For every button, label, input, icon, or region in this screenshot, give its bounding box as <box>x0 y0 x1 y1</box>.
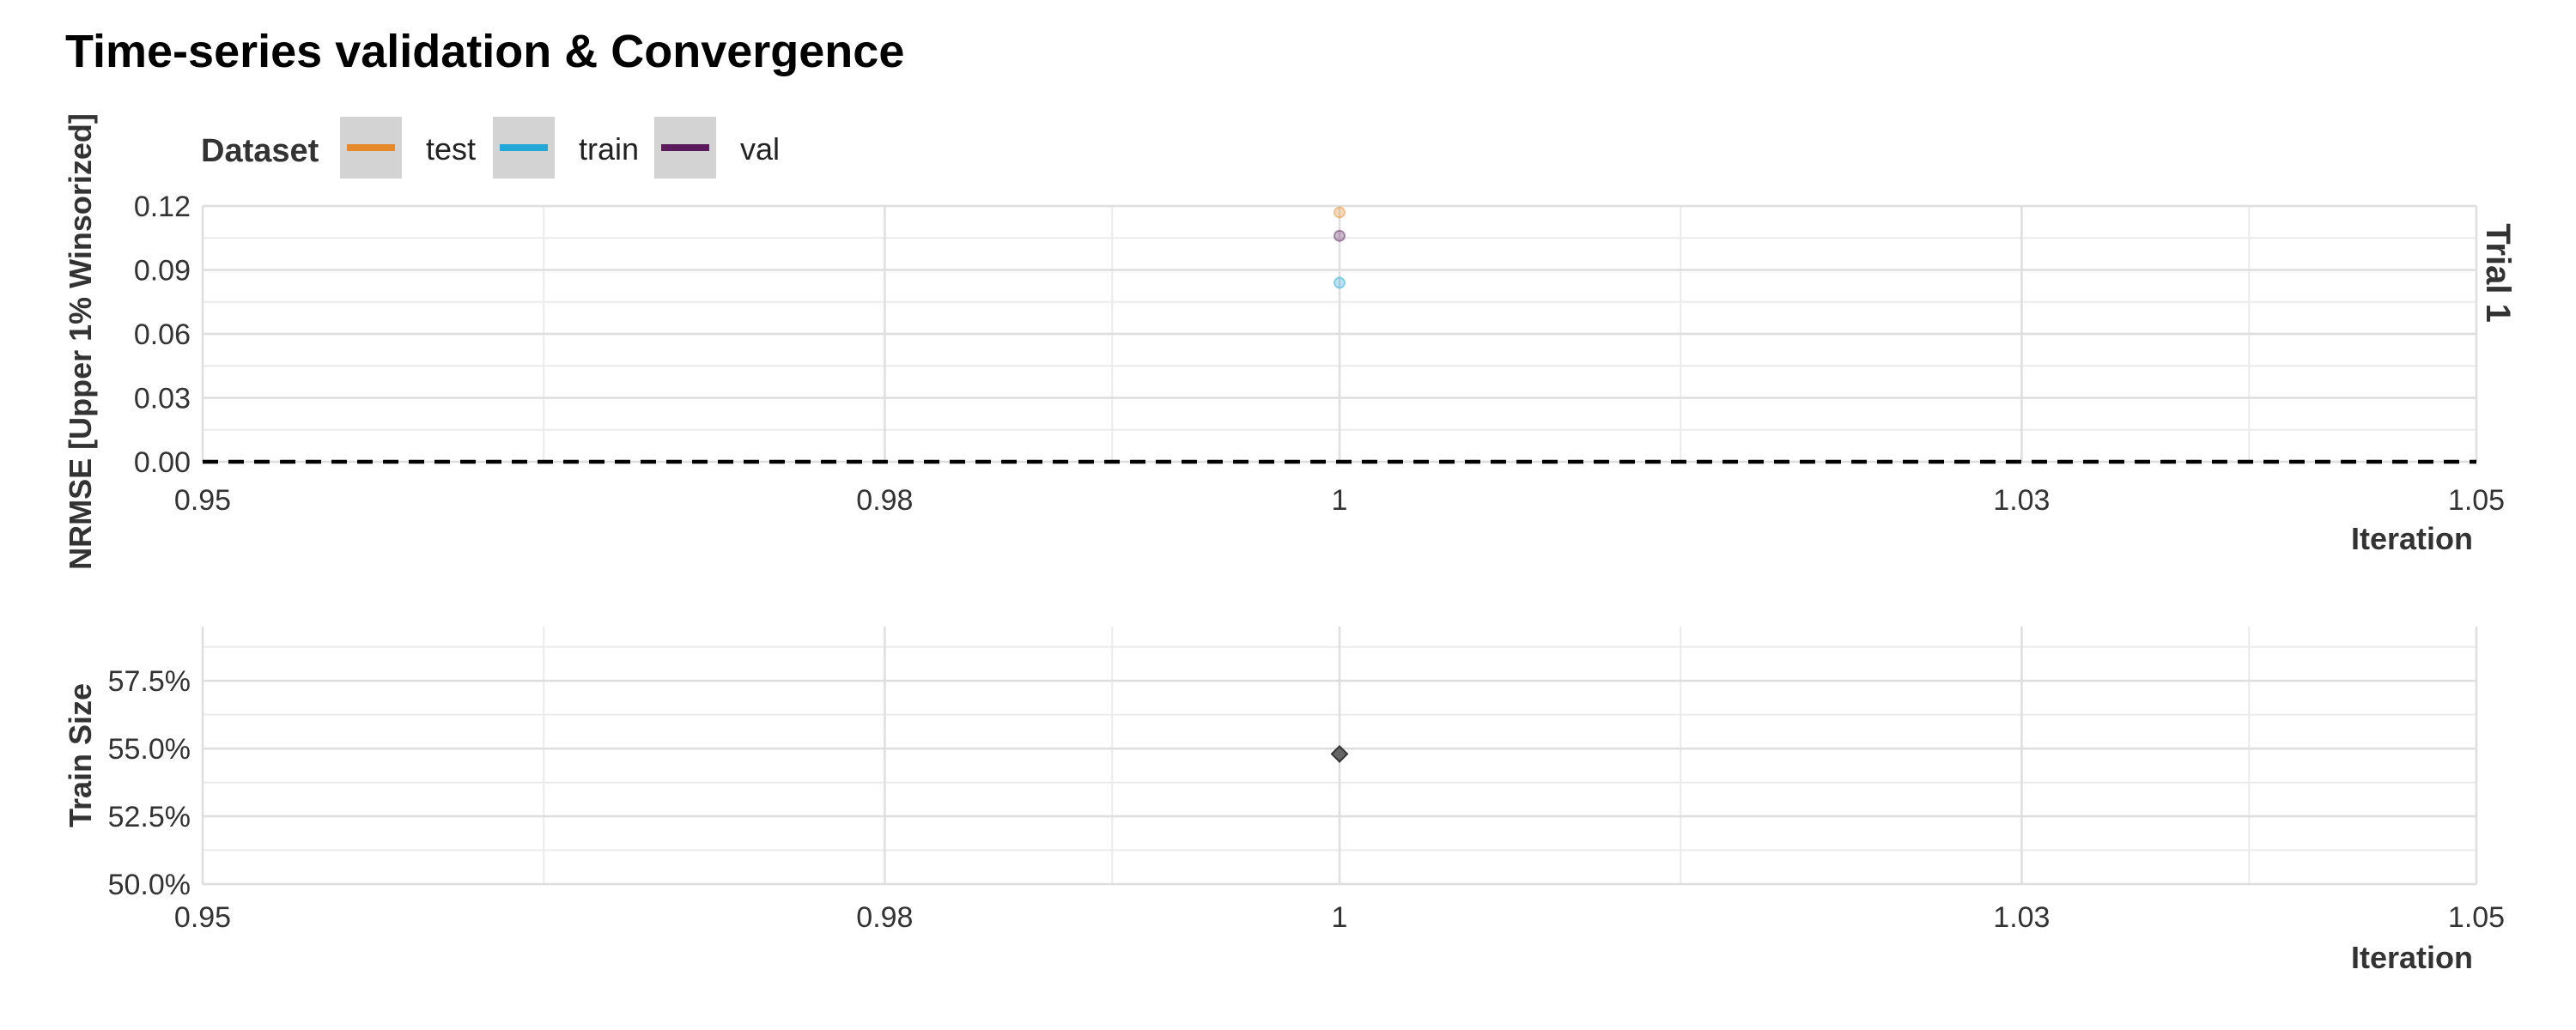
x-tick-label: 0.95 <box>174 484 231 517</box>
x-tick-label: 1.03 <box>1993 901 2050 934</box>
y-tick-label: 0.06 <box>134 318 191 351</box>
page-title: Time-series validation & Convergence <box>65 26 904 77</box>
data-point-train-size <box>1330 745 1349 763</box>
legend: Dataset test train val <box>201 117 780 179</box>
y-tick-label: 0.09 <box>134 255 191 288</box>
data-point-train <box>1334 276 1346 289</box>
train-size-panel: Train Size Iteration 0.95 0.98 1 1.03 1.05 50… <box>63 627 2505 975</box>
y-tick-label: 57.5% <box>108 665 191 698</box>
nrmse-panel: Trial 1 NRMSE [Upper 1% Winsorized] Iter… <box>63 113 2517 570</box>
y-axis-label-nrmse: NRMSE [Upper 1% Winsorized] <box>63 113 98 570</box>
y-axis-label-train-size: Train Size <box>63 683 98 827</box>
x-tick-label: 0.98 <box>856 484 913 517</box>
y-tick-label: 55.0% <box>108 733 191 766</box>
x-tick-label: 0.95 <box>174 901 231 934</box>
facet-label-trial: Trial 1 <box>2479 223 2517 323</box>
x-axis-label-top: Iteration <box>2351 521 2473 556</box>
legend-label-test: test <box>426 131 476 167</box>
y-tick-label: 52.5% <box>108 801 191 833</box>
legend-title: Dataset <box>201 133 319 169</box>
y-tick-label: 0.12 <box>134 191 191 223</box>
legend-label-train: train <box>579 131 639 167</box>
x-tick-label: 1.03 <box>1993 484 2050 517</box>
y-tick-label: 0.03 <box>134 383 191 415</box>
legend-label-val: val <box>740 131 780 167</box>
y-tick-label: 50.0% <box>108 869 191 901</box>
x-tick-label: 1 <box>1332 484 1348 517</box>
x-tick-label: 0.98 <box>856 901 913 934</box>
y-tick-label: 0.00 <box>134 446 191 479</box>
x-tick-label: 1 <box>1332 901 1348 934</box>
x-tick-label: 1.05 <box>2448 484 2505 517</box>
x-tick-label: 1.05 <box>2448 901 2505 934</box>
x-axis-label-bottom: Iteration <box>2351 940 2473 975</box>
data-point-test <box>1334 206 1346 219</box>
data-point-val <box>1334 229 1346 242</box>
